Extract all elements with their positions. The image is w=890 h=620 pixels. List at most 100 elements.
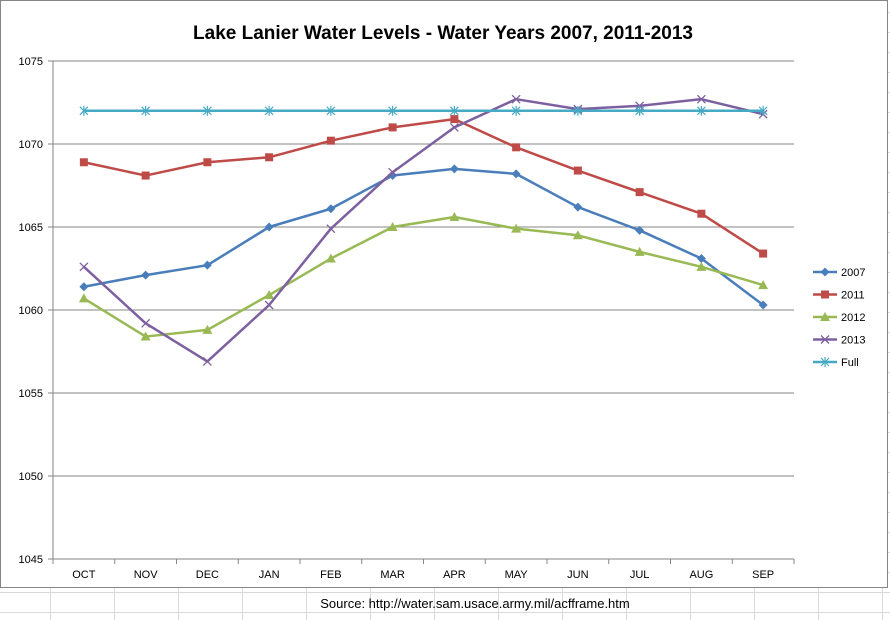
marker-stroke	[141, 318, 151, 328]
legend-item-2007[interactable]: 2007	[813, 267, 865, 279]
x-tick-label: SEP	[752, 569, 774, 581]
data-point-2012[interactable]	[572, 230, 583, 240]
data-point-full[interactable]	[141, 105, 151, 116]
data-point-full[interactable]	[326, 105, 336, 116]
series-2011	[79, 115, 768, 258]
gridlines	[53, 60, 794, 560]
marker-stroke	[264, 300, 274, 310]
legend-item-full[interactable]: Full	[813, 357, 859, 369]
data-point-2007[interactable]	[202, 260, 212, 270]
legend-swatch-marker[interactable]	[820, 357, 830, 367]
series-line-2007[interactable]	[83, 167, 764, 307]
x-tick-label: MAR	[380, 569, 405, 581]
series-line-2012[interactable]	[83, 215, 764, 338]
data-point-2012[interactable]	[696, 261, 707, 271]
data-point-2012[interactable]	[140, 331, 151, 341]
data-point-full[interactable]	[758, 105, 768, 116]
y-tick-label: 1065	[19, 222, 43, 234]
data-point-2011[interactable]	[388, 123, 397, 132]
legend-swatch-marker[interactable]	[820, 312, 830, 321]
data-point-2011[interactable]	[512, 143, 521, 152]
x-tick-label: NOV	[134, 569, 159, 581]
data-point-full[interactable]	[449, 105, 459, 116]
data-point-2011[interactable]	[326, 136, 335, 145]
data-point-2007[interactable]	[635, 225, 645, 235]
data-point-2011[interactable]	[141, 171, 150, 180]
data-point-2011[interactable]	[79, 158, 88, 167]
data-point-2011[interactable]	[759, 249, 768, 258]
data-point-2007[interactable]	[696, 254, 706, 264]
data-point-2012[interactable]	[202, 324, 213, 334]
data-point-2013[interactable]	[511, 94, 521, 104]
data-point-2011[interactable]	[573, 166, 582, 175]
data-point-full[interactable]	[388, 105, 398, 116]
data-point-2013[interactable]	[449, 122, 459, 132]
y-tick-label: 1075	[19, 56, 43, 68]
data-point-2012[interactable]	[511, 223, 522, 233]
data-point-full[interactable]	[696, 105, 706, 116]
marker-stroke	[696, 94, 706, 104]
data-point-2013[interactable]	[696, 94, 706, 104]
data-point-2012[interactable]	[264, 290, 275, 300]
series-2007	[79, 164, 768, 310]
legend-item-2012[interactable]: 2012	[813, 312, 865, 324]
series-line-2011[interactable]	[83, 117, 764, 255]
legend-swatch-marker[interactable]	[821, 290, 829, 299]
x-tick-label: OCT	[72, 569, 96, 581]
source-note: Source: http://water.sam.usace.army.mil/…	[320, 596, 630, 611]
data-point-2012[interactable]	[78, 293, 89, 303]
series-line-2013[interactable]	[83, 97, 764, 363]
data-point-2013[interactable]	[388, 167, 398, 177]
marker-stroke	[511, 94, 521, 104]
legend-swatch-marker[interactable]	[820, 267, 830, 277]
data-point-2007[interactable]	[758, 300, 768, 310]
data-point-2013[interactable]	[202, 357, 212, 366]
marker-stroke	[326, 224, 336, 234]
data-point-full[interactable]	[511, 105, 521, 116]
data-point-2011[interactable]	[203, 158, 212, 167]
axes: 1045 1050 1055 1060 1065 1070 1075 OCT NOV DEC JAN…	[19, 56, 795, 581]
data-point-2013[interactable]	[264, 300, 274, 310]
data-point-2007[interactable]	[326, 204, 336, 214]
data-point-2007[interactable]	[141, 270, 151, 280]
data-point-2011[interactable]	[450, 115, 459, 124]
data-point-2011[interactable]	[635, 188, 644, 197]
y-tick-label: 1070	[19, 139, 43, 151]
data-point-2012[interactable]	[449, 212, 460, 222]
data-point-2011[interactable]	[697, 209, 706, 218]
x-tick-label: APR	[443, 569, 466, 581]
data-point-full[interactable]	[635, 105, 645, 116]
data-point-2013[interactable]	[141, 318, 151, 328]
legend[interactable]: 2007 2011 2012 2013 Full	[813, 267, 865, 369]
x-tick-label: JUN	[567, 569, 588, 581]
chart-frame[interactable]: Lake Lanier Water Levels - Water Years 2…	[0, 0, 888, 588]
data-point-2007[interactable]	[264, 222, 274, 232]
series-lines	[78, 94, 769, 366]
data-point-2007[interactable]	[79, 282, 89, 292]
data-point-full[interactable]	[264, 105, 274, 116]
data-point-2007[interactable]	[511, 169, 521, 179]
legend-item-2013[interactable]: 2013	[813, 335, 865, 347]
line-chart: Lake Lanier Water Levels - Water Years 2…	[19, 23, 866, 581]
data-point-2012[interactable]	[325, 253, 336, 263]
legend-item-2011[interactable]: 2011	[813, 290, 865, 302]
data-point-2011[interactable]	[265, 153, 274, 162]
data-point-2007[interactable]	[449, 164, 459, 174]
x-tick-label: JUL	[630, 569, 650, 581]
data-point-full[interactable]	[79, 105, 89, 116]
data-point-2012[interactable]	[758, 280, 769, 290]
data-point-2007[interactable]	[573, 202, 583, 212]
x-tick-label: MAY	[505, 569, 529, 581]
legend-swatch-marker[interactable]	[820, 335, 830, 344]
legend-label: 2012	[841, 312, 865, 324]
data-point-2013[interactable]	[79, 262, 89, 272]
marker-stroke	[388, 167, 398, 177]
data-point-2012[interactable]	[634, 246, 645, 256]
data-point-2012[interactable]	[387, 222, 398, 231]
series-full	[79, 105, 768, 116]
x-tick-label: DEC	[196, 569, 219, 581]
data-point-2013[interactable]	[326, 224, 336, 234]
data-point-full[interactable]	[573, 105, 583, 116]
legend-label: 2011	[841, 290, 865, 302]
data-point-full[interactable]	[202, 105, 212, 116]
